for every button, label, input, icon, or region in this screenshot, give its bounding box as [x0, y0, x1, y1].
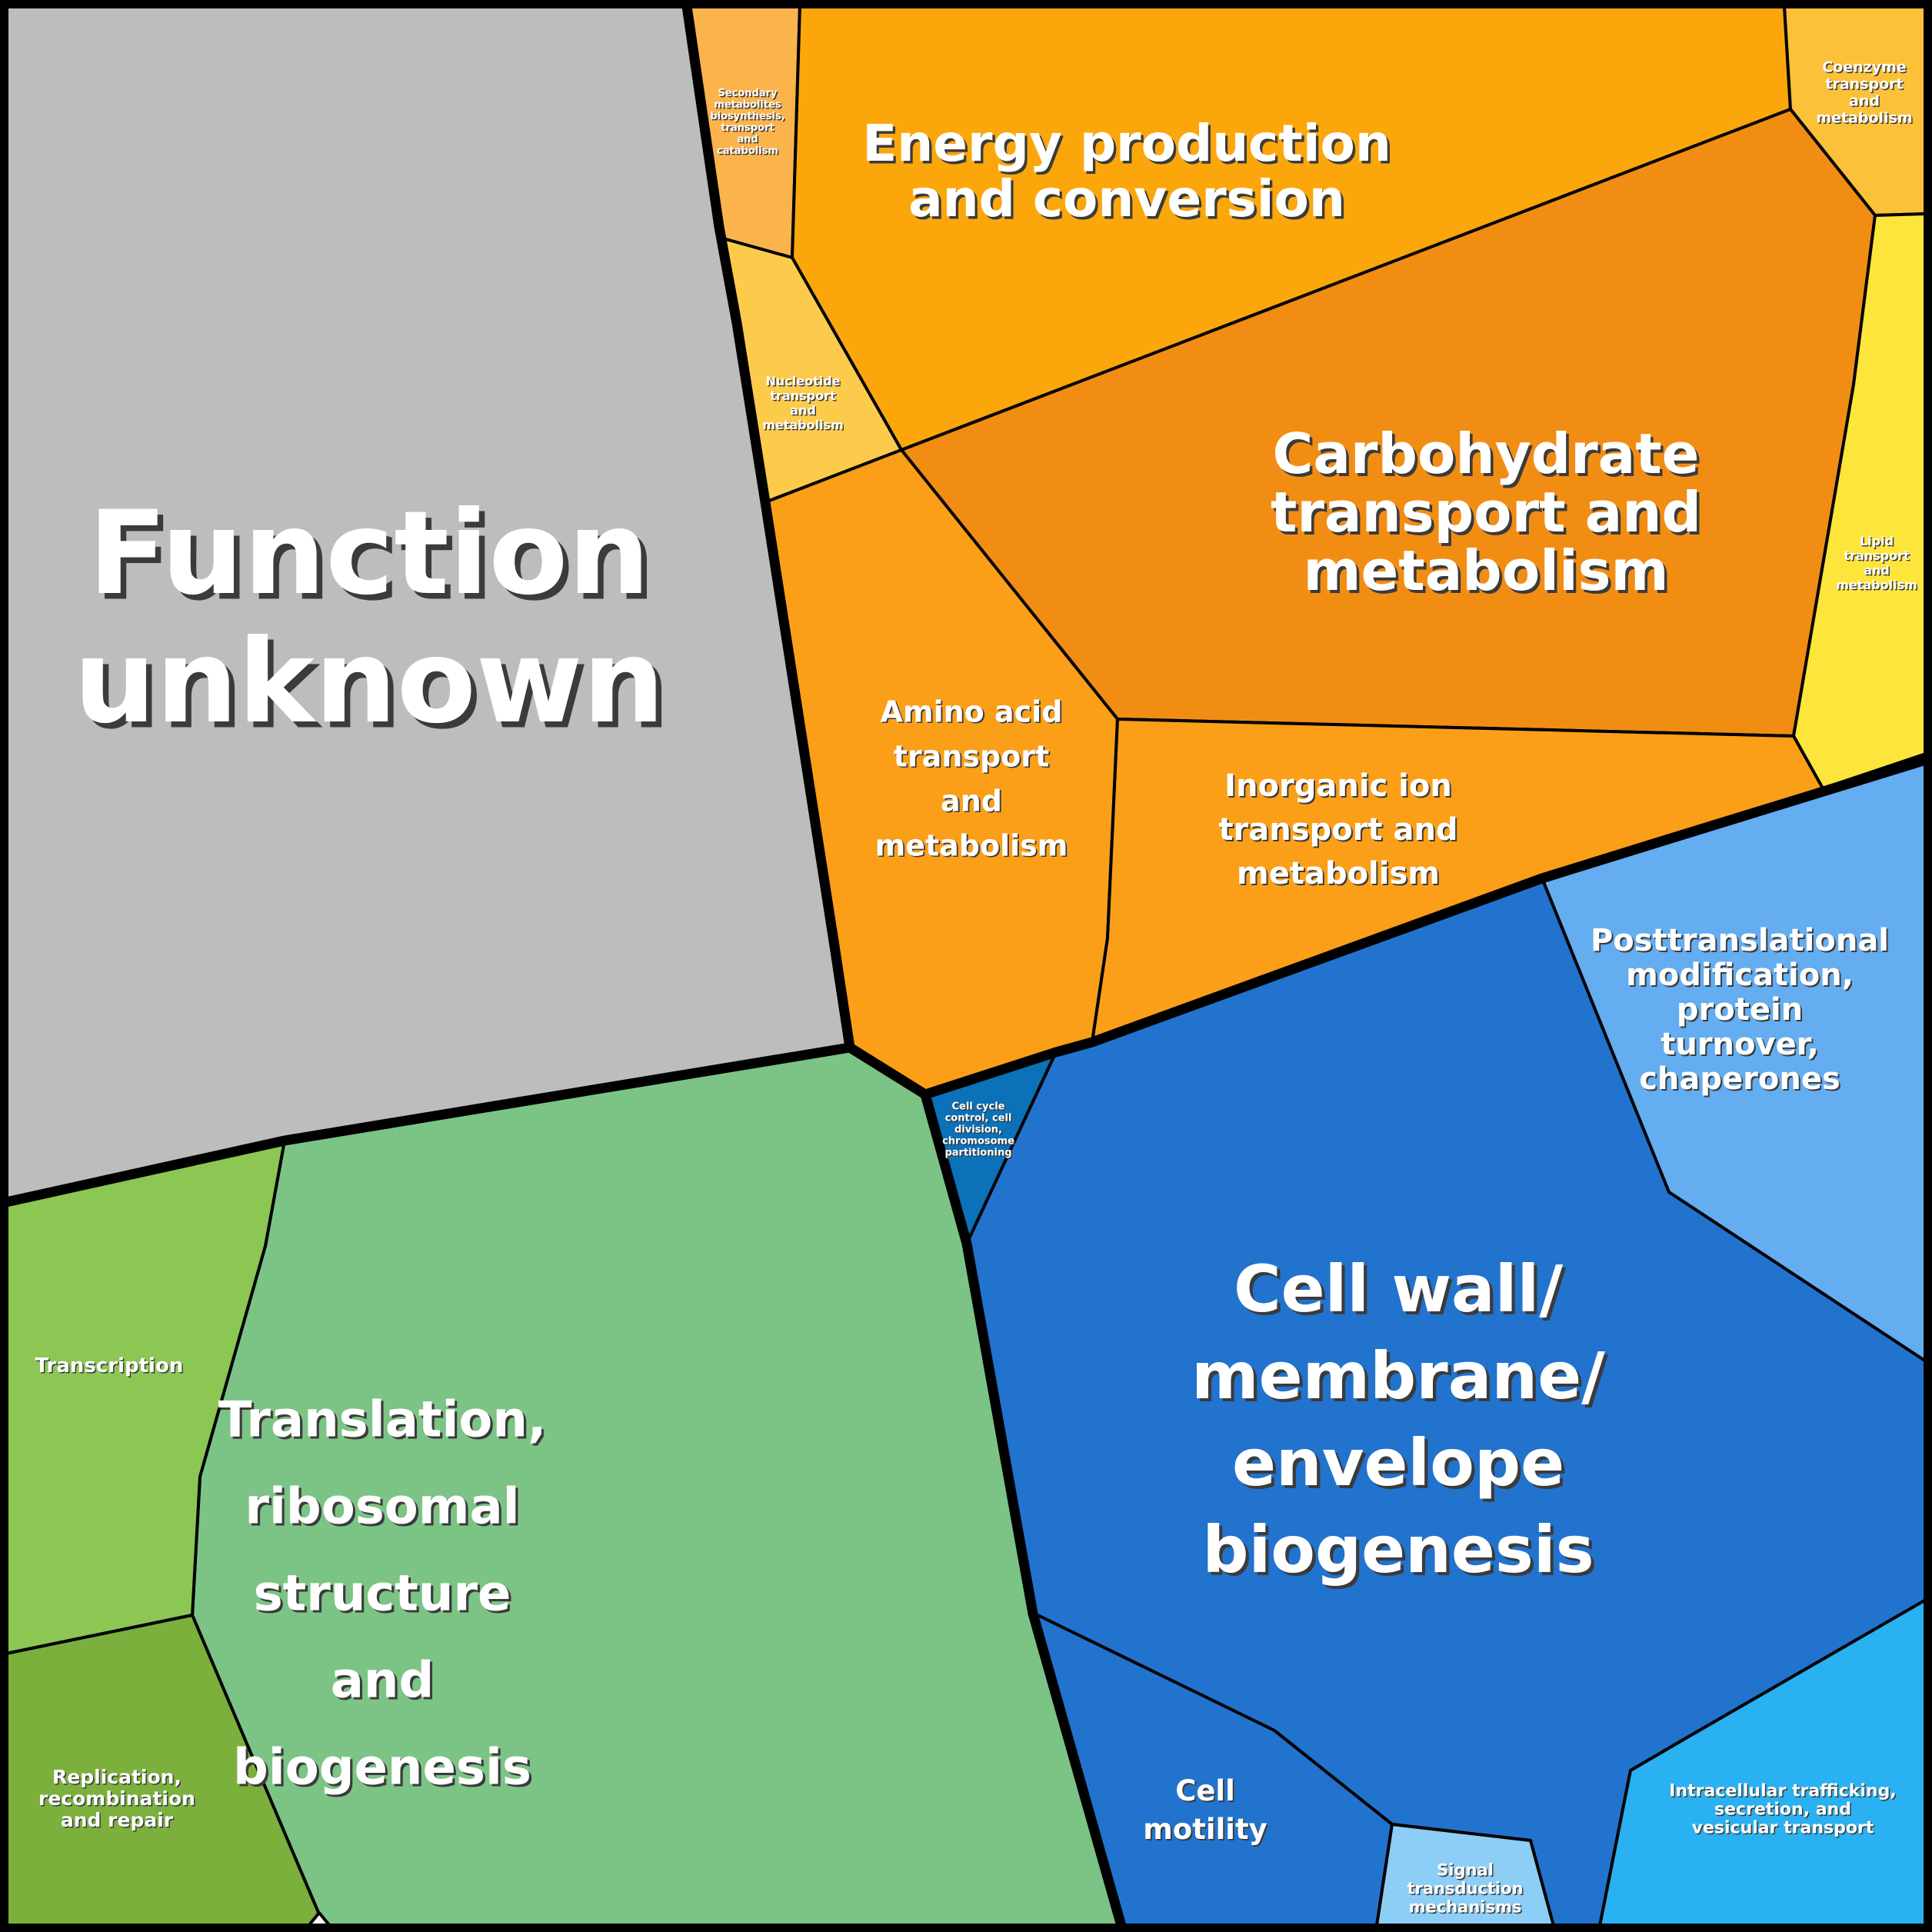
- cell-label-inorganic-ion-transport-shadow: Inorganic ion transport and metabolism: [1220, 770, 1459, 893]
- cell-label-energy-production-shadow: Energy production and conversion: [864, 116, 1394, 231]
- cell-label-transcription-shadow: Transcription: [36, 1356, 185, 1379]
- cell-label-coenzyme-transport-shadow: Coenzyme transport and metabolism: [1817, 60, 1914, 128]
- cell-label-secondary-metabolites: Secondary metabolites biosynthesis, transpo…: [710, 88, 784, 157]
- border-gray-green: [1, 1042, 855, 1208]
- cell-label-coenzyme-transport: Coenzyme transport and metabolism: [1816, 59, 1912, 127]
- cell-label-function-unknown: Function unknown: [74, 487, 665, 749]
- cell-label-cell-cycle-control: Cell cycle control, cell division, chromoso…: [942, 1101, 1014, 1159]
- border-orange-blue: [920, 754, 1931, 1100]
- cell-label-cell-motility: Cell motility: [1143, 1774, 1267, 1846]
- cell-label-secondary-metabolites-shadow: Secondary metabolites biosynthesis, transpo…: [711, 89, 786, 158]
- cell-label-nucleotide-transport: Nucleotide transport and metabolism: [762, 374, 844, 432]
- cell-label-carbohydrate-transport-shadow: Carbohydrate transport and metabolism: [1274, 425, 1704, 606]
- cell-label-replication-recombination: Replication, recombination and repair: [38, 1766, 195, 1831]
- cell-label-posttranslational-modification: Posttranslational modification, protein tur…: [1591, 923, 1889, 1097]
- cell-label-transcription: Transcription: [35, 1354, 184, 1377]
- cell-label-cell-motility-shadow: Cell motility: [1144, 1776, 1269, 1847]
- cell-label-lipid-transport: Lipid transport and metabolism: [1836, 534, 1917, 592]
- border-orange-green: [844, 1042, 931, 1100]
- cell-label-cell-wall-membrane: Cell wall/membrane/envelope biogenesis: [1191, 1251, 1605, 1587]
- cell-label-cell-cycle-control-shadow: Cell cycle control, cell division, chromoso…: [944, 1102, 1016, 1160]
- cell-label-energy-production: Energy production and conversion: [862, 114, 1391, 228]
- border-green-blue: [920, 1089, 1127, 1931]
- cell-label-amino-acid-transport-shadow: Amino acid transport and metabolism: [877, 696, 1070, 864]
- cell-label-nucleotide-transport-shadow: Nucleotide transport and metabolism: [764, 375, 845, 434]
- cell-label-intracellular-trafficking: Intracellular trafficking, secretion, and…: [1669, 1782, 1896, 1838]
- cell-label-replication-recombination-shadow: Replication, recombination and repair: [40, 1767, 197, 1832]
- cell-label-inorganic-ion-transport: Inorganic ion transport and metabolism: [1218, 768, 1457, 891]
- cell-label-function-unknown-shadow: Function unknown: [79, 493, 671, 755]
- cell-label-lipid-transport-shadow: Lipid transport and metabolism: [1837, 535, 1919, 594]
- cell-label-amino-acid-transport: Amino acid transport and metabolism: [875, 695, 1068, 862]
- cell-label-translation-ribosomal: Translation, ribosomal structure and biogene…: [218, 1391, 547, 1796]
- border-gray-orange: [681, 1, 855, 1053]
- cell-label-cell-wall-membrane-shadow: Cell wall/membrane/envelope biogenesis: [1194, 1254, 1608, 1591]
- cell-label-signal-transduction: Signal transduction mechanisms: [1407, 1860, 1523, 1916]
- cell-label-posttranslational-modification-shadow: Posttranslational modification, protein tur…: [1592, 924, 1890, 1098]
- cell-label-intracellular-trafficking-shadow: Intracellular trafficking, secretion, and…: [1671, 1783, 1897, 1839]
- cell-label-carbohydrate-transport: Carbohydrate transport and metabolism: [1271, 421, 1701, 603]
- cell-label-signal-transduction-shadow: Signal transduction mechanisms: [1408, 1862, 1524, 1917]
- cell-label-translation-ribosomal-shadow: Translation, ribosomal structure and biogene…: [221, 1394, 549, 1799]
